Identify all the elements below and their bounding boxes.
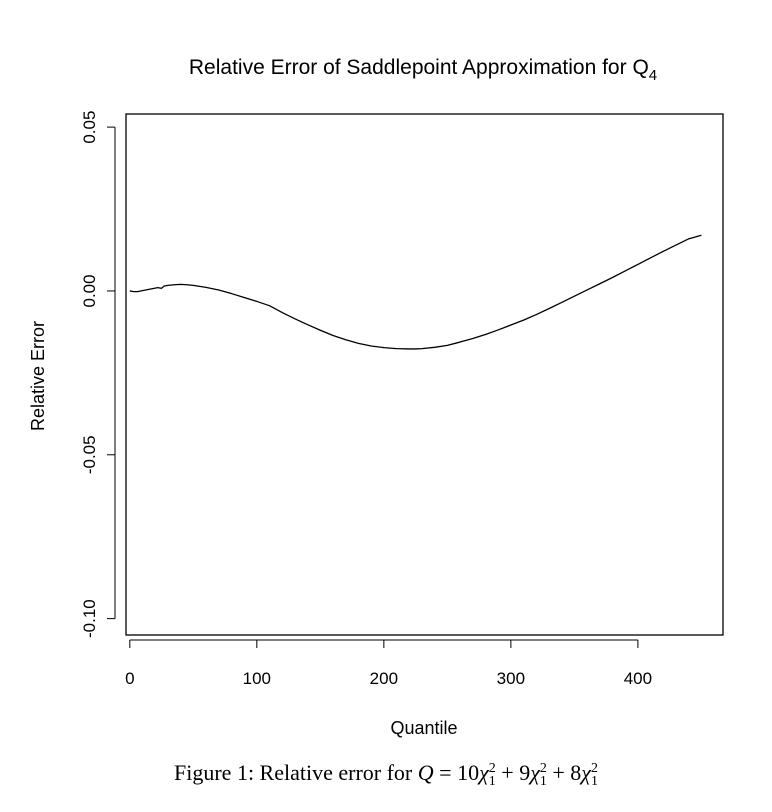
x-tick-label: 200 [370,669,398,688]
y-tick-label: 0.05 [80,111,99,144]
caption-prefix: Figure 1: Relative error for [174,760,418,785]
chart-title: Relative Error of Saddlepoint Approximat… [189,56,657,84]
caption-coefficient: 8 [570,760,582,785]
x-tick-label: 400 [624,669,652,688]
plot-frame [125,113,724,636]
caption-chi: χ [581,760,591,785]
series-line [129,234,702,350]
x-axis-label: Quantile [390,718,457,738]
caption-operator: + [495,760,520,785]
y-axis: -0.10 -0.05 0.00 0.05 [80,111,116,638]
caption-coefficient: 9 [519,760,531,785]
caption-superscript: 2 [488,760,496,776]
x-tick-label: 0 [125,669,134,688]
caption-subscript: 1 [539,773,547,789]
caption-superscript: 2 [590,760,598,776]
figure-caption: Figure 1: Relative error for Q = 10χ 2 1 +… [0,760,772,788]
caption-subscript: 1 [590,773,598,789]
chart-title-main: Relative Error of Saddlepoint Approximat… [189,56,649,79]
y-tick-label: -0.10 [80,599,99,638]
caption-chi: χ [479,760,489,785]
caption-equals: = [433,760,458,785]
caption-variable: Q [417,760,434,785]
caption-coefficient: 10 [457,760,480,785]
y-axis-label: Relative Error [28,321,48,431]
caption-subscript: 1 [488,773,496,789]
chart-title-subscript: 4 [649,67,657,84]
x-tick-label: 300 [497,669,525,688]
series-layer [129,234,702,350]
y-tick-label: 0.00 [80,274,99,307]
x-tick-label: 100 [243,669,271,688]
caption-superscript: 2 [539,760,547,776]
y-tick-label: -0.05 [80,435,99,474]
caption-operator: + [546,760,571,785]
x-axis: 0 100 200 300 400 [125,639,652,688]
caption-chi: χ [530,760,540,785]
